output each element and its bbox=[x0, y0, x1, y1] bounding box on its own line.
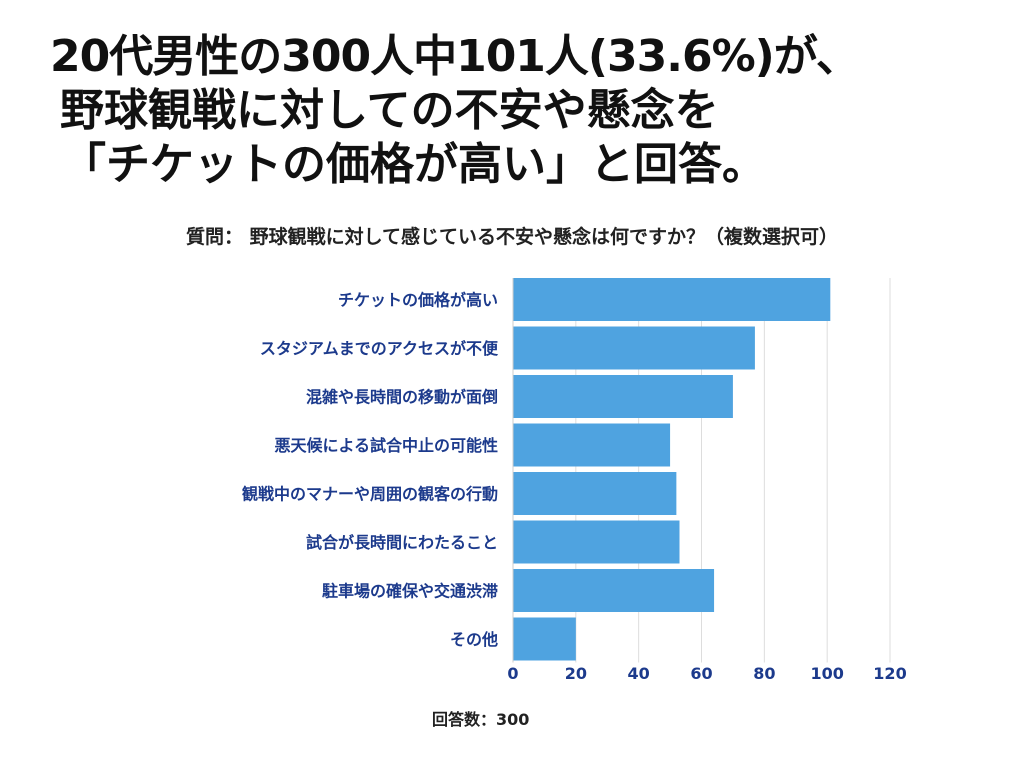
x-tick-label: 100 bbox=[810, 664, 843, 683]
bar bbox=[513, 520, 680, 564]
headline-line-3: 「チケットの価格が高い」と回答。 bbox=[62, 139, 766, 190]
headline-line-1: 20代男性の300人中101人(33.6%)が、 bbox=[50, 31, 860, 82]
bar bbox=[513, 472, 677, 515]
category-label: 観戦中のマナーや周囲の観客の行動 bbox=[242, 485, 498, 504]
category-label: その他 bbox=[450, 630, 498, 649]
category-label: チケットの価格が高い bbox=[338, 291, 498, 310]
x-tick-label: 60 bbox=[690, 664, 712, 683]
x-tick-label: 20 bbox=[565, 664, 587, 683]
headline: 20代男性の300人中101人(33.6%)が、 野球観戦に対しての不安や懸念を… bbox=[0, 30, 1024, 192]
x-tick-label: 40 bbox=[628, 664, 650, 683]
category-label: スタジアムまでのアクセスが不便 bbox=[260, 339, 499, 358]
category-label: 試合が長時間にわたること bbox=[306, 533, 498, 552]
bar bbox=[513, 375, 733, 418]
category-label: 悪天候による試合中止の可能性 bbox=[274, 436, 498, 455]
survey-question: 質問： 野球観戦に対して感じている不安や懸念は何ですか？（複数選択可） bbox=[185, 226, 839, 248]
bar bbox=[513, 423, 671, 467]
category-label: 混雑や長時間の移動が面倒 bbox=[306, 388, 498, 407]
category-label: 駐車場の確保や交通渋滞 bbox=[322, 582, 498, 601]
bar bbox=[513, 278, 831, 321]
x-tick-label: 120 bbox=[873, 664, 906, 683]
bar bbox=[513, 326, 755, 370]
bar bbox=[513, 617, 576, 661]
headline-line-2: 野球観戦に対しての不安や懸念を bbox=[60, 85, 719, 136]
x-tick-label: 80 bbox=[753, 664, 775, 683]
bar bbox=[513, 569, 715, 612]
x-tick-label: 0 bbox=[507, 664, 518, 683]
response-count: 回答数：300 bbox=[432, 710, 530, 729]
